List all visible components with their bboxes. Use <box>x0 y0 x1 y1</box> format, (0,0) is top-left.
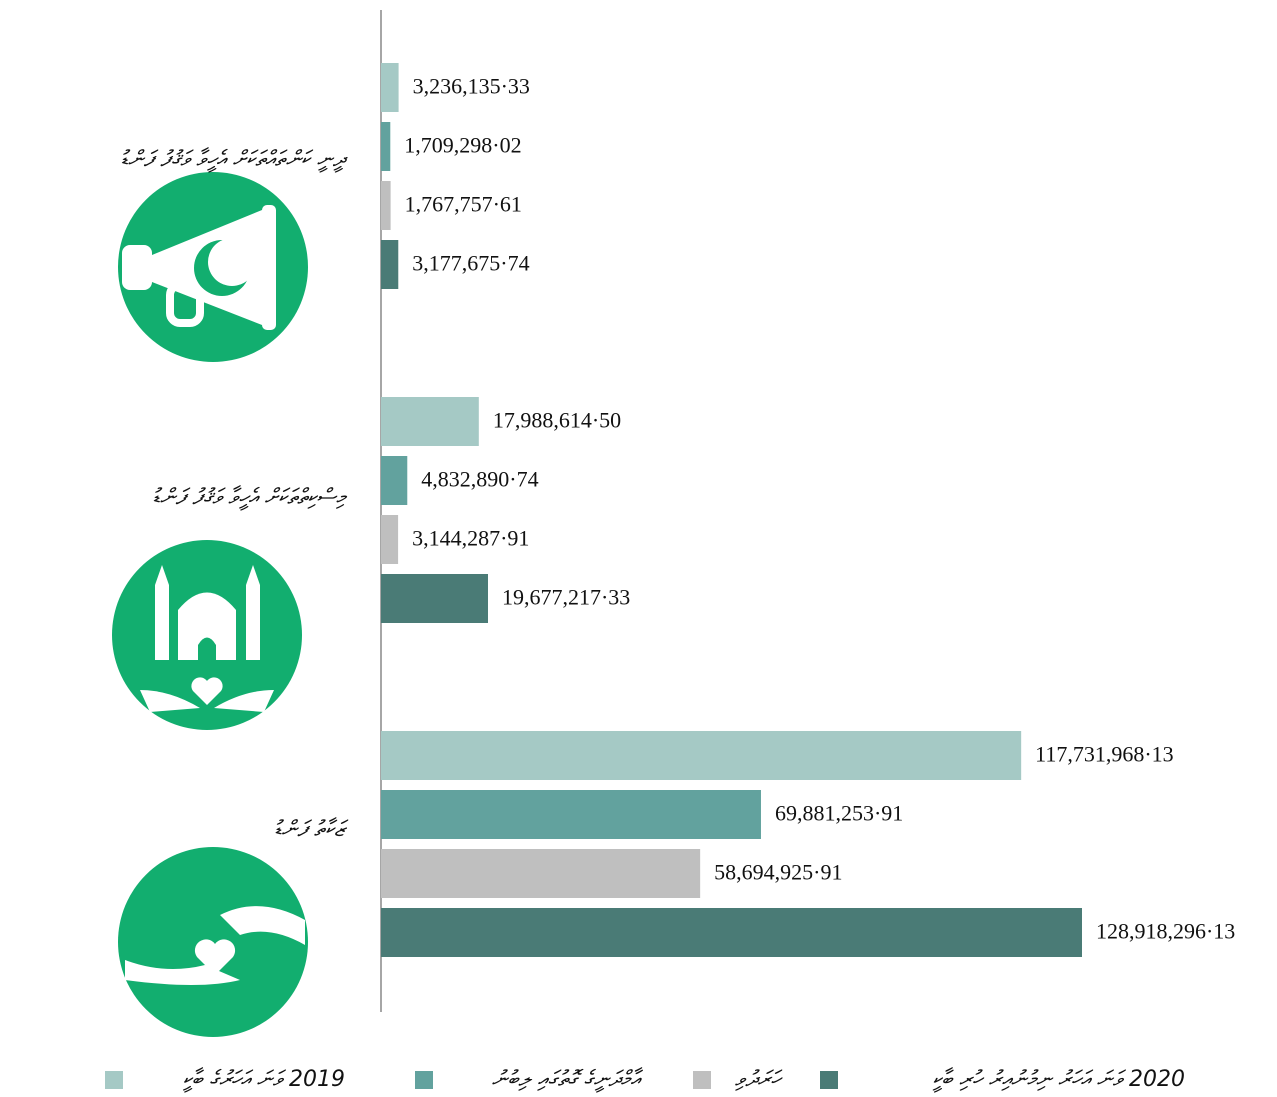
icon-hands <box>118 847 308 1037</box>
value-label: 58,694,925·91 <box>714 860 842 885</box>
value-label: 69,881,253·91 <box>775 801 903 826</box>
legend-label: 2020 ވަނަ އަހަރު ނިމުނުއިރު ހުރި ބާކީ <box>932 1067 1185 1093</box>
category-label: ޒަކާތު ފަންޑު <box>274 817 349 842</box>
value-label: 3,236,135·33 <box>413 74 530 99</box>
value-label: 4,832,890·74 <box>421 467 538 492</box>
value-label: 17,988,614·50 <box>493 408 621 433</box>
legend-label: އާމްދަނީގެ ގޮތުގައި ލިބުނު <box>492 1067 644 1093</box>
icon-megaphone <box>118 172 308 362</box>
bar <box>381 790 761 839</box>
legend-label: 2019 ވަނަ އަހަރުގެ ބާކީ <box>183 1067 345 1093</box>
bar <box>381 515 399 564</box>
bar <box>381 397 479 446</box>
legend-swatch <box>693 1071 711 1089</box>
bar <box>381 181 391 230</box>
bar <box>381 908 1082 957</box>
bar <box>381 240 399 289</box>
value-label: 117,731,968·13 <box>1035 742 1174 767</box>
value-label: 19,677,217·33 <box>502 585 630 610</box>
bar <box>381 849 701 898</box>
legend-swatch <box>105 1071 123 1089</box>
category-label: ދީނީ ކަންތައްތަކަށް އެހީވާ ވަޤުފު ފަންޑު <box>120 147 348 173</box>
value-label: 1,767,757·61 <box>405 192 522 217</box>
bar <box>381 63 399 112</box>
legend-swatch <box>820 1071 838 1089</box>
category-label: މިސްކިތްތަކަށް އެހީވާ ވަޤުފު ފަންޑު <box>152 485 348 511</box>
value-label: 3,177,675·74 <box>412 251 529 276</box>
value-label: 128,918,296·13 <box>1096 919 1235 944</box>
bar <box>381 731 1022 780</box>
bar <box>381 456 408 505</box>
bar <box>381 122 391 171</box>
legend-label: ހަރަދުވި <box>734 1067 784 1092</box>
icon-mosque <box>112 540 302 730</box>
legend-swatch <box>415 1071 433 1089</box>
value-label: 3,144,287·91 <box>412 526 529 551</box>
value-label: 1,709,298·02 <box>404 133 521 158</box>
bar <box>381 574 488 623</box>
